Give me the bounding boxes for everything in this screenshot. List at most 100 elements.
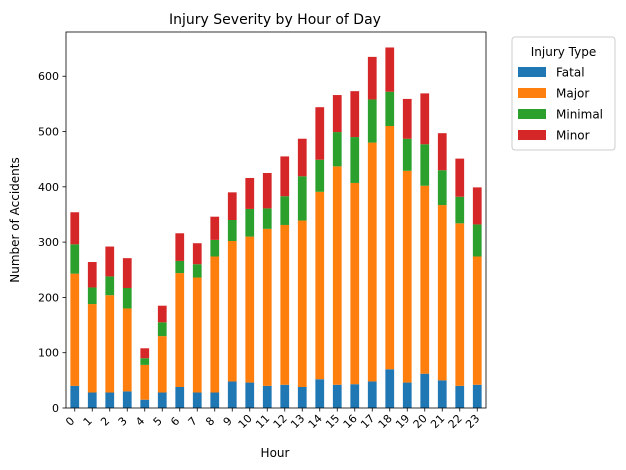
bar-segment-minor-hour-8	[210, 216, 220, 240]
bar-segment-fatal-hour-14	[315, 379, 325, 408]
legend-frame	[511, 36, 616, 151]
bar-segment-minor-hour-1	[87, 262, 97, 288]
bar-segment-minor-hour-13	[297, 138, 307, 177]
bar-segment-minimal-hour-0	[70, 244, 80, 274]
bar-segment-minor-hour-22	[455, 158, 465, 197]
legend: Injury Type Fatal Major Minimal Minor	[511, 36, 616, 151]
bar-segment-major-hour-16	[350, 182, 360, 385]
bar-segment-major-hour-10	[245, 236, 255, 383]
bar-segment-minimal-hour-16	[350, 137, 360, 183]
bar-segment-fatal-hour-18	[385, 369, 395, 408]
x-tick-label: 12	[271, 412, 290, 431]
x-tick-label: 19	[393, 412, 412, 431]
bar-segment-minor-hour-11	[262, 173, 272, 209]
bar-segment-fatal-hour-3	[122, 391, 132, 408]
bar-segment-fatal-hour-17	[367, 381, 377, 408]
bar-segment-major-hour-8	[210, 256, 220, 393]
bar-segment-minor-hour-15	[332, 95, 342, 133]
x-tick-label: 11	[253, 412, 272, 431]
y-tick-label: 100	[38, 347, 59, 360]
bar-segment-fatal-hour-6	[175, 386, 185, 408]
bar-segment-fatal-hour-1	[87, 392, 97, 408]
x-tick-label: 14	[306, 412, 325, 431]
bar-segment-major-hour-2	[105, 295, 115, 393]
bar-segment-major-hour-14	[315, 191, 325, 380]
bar-segment-minor-hour-20	[420, 93, 430, 145]
bar-segment-major-hour-19	[402, 170, 412, 383]
x-tick-label: 0	[63, 414, 77, 428]
bar-segment-major-hour-11	[262, 228, 272, 386]
bar-segment-minimal-hour-18	[385, 91, 395, 126]
bar-segment-fatal-hour-4	[140, 399, 150, 408]
bar-segment-minimal-hour-14	[315, 159, 325, 192]
bar-segment-minimal-hour-17	[367, 99, 377, 143]
bar-segment-minor-hour-16	[350, 91, 360, 138]
bar-segment-fatal-hour-19	[402, 382, 412, 408]
bar-segment-major-hour-0	[70, 273, 80, 386]
bar-segment-minor-hour-2	[105, 246, 115, 277]
bar-segment-minor-hour-10	[245, 177, 255, 209]
bar-segment-minimal-hour-21	[437, 170, 447, 206]
bar-segment-major-hour-9	[227, 241, 237, 382]
bar-segment-minor-hour-14	[315, 107, 325, 160]
bar-segment-minimal-hour-10	[245, 208, 255, 237]
x-tick-label: 20	[411, 412, 430, 431]
bar-segment-minimal-hour-11	[262, 208, 272, 229]
bar-segment-minimal-hour-22	[455, 196, 465, 224]
bar-segment-major-hour-6	[175, 273, 185, 387]
bar-segment-major-hour-17	[367, 142, 377, 382]
bar-segment-fatal-hour-9	[227, 381, 237, 408]
bar-segment-minimal-hour-15	[332, 132, 342, 167]
bar-segment-minimal-hour-20	[420, 144, 430, 186]
x-tick-label: 3	[116, 414, 130, 428]
x-tick-label: 16	[341, 412, 360, 431]
bar-segment-major-hour-3	[122, 308, 132, 392]
y-tick-label: 300	[38, 236, 59, 249]
bar-segment-fatal-hour-8	[210, 392, 220, 408]
x-tick-label: 1	[81, 414, 95, 428]
x-tick-label: 22	[446, 412, 465, 431]
bar-segment-fatal-hour-13	[297, 386, 307, 408]
bar-segment-fatal-hour-0	[70, 385, 80, 408]
bar-segment-major-hour-12	[280, 224, 290, 385]
bar-segment-minimal-hour-3	[122, 288, 132, 309]
bar-segment-minor-hour-5	[157, 305, 167, 323]
bar-segment-fatal-hour-16	[350, 384, 360, 408]
x-tick-label: 13	[288, 412, 307, 431]
x-tick-label: 5	[151, 414, 165, 428]
bar-segment-minimal-hour-13	[297, 176, 307, 221]
bar-segment-fatal-hour-2	[105, 392, 115, 408]
bar-segment-major-hour-21	[437, 205, 447, 381]
bar-segment-minimal-hour-1	[87, 287, 97, 305]
x-tick-label: 6	[168, 414, 182, 428]
bar-segment-minor-hour-0	[70, 212, 80, 245]
bar-segment-minor-hour-9	[227, 192, 237, 220]
y-tick-label: 500	[38, 126, 59, 139]
x-tick-label: 18	[376, 412, 395, 431]
bar-segment-fatal-hour-23	[472, 384, 482, 408]
bar-segment-minimal-hour-8	[210, 239, 220, 257]
bar-segment-minor-hour-6	[175, 233, 185, 261]
y-tick-label: 600	[38, 70, 59, 83]
bar-segment-minimal-hour-19	[402, 138, 412, 171]
bar-segment-fatal-hour-12	[280, 384, 290, 408]
bar-segment-major-hour-15	[332, 166, 342, 385]
bar-segment-minor-hour-4	[140, 348, 150, 359]
bar-segment-minimal-hour-5	[157, 322, 167, 337]
chart-title: Injury Severity by Hour of Day	[169, 12, 381, 28]
x-tick-label: 8	[203, 414, 217, 428]
bar-segment-fatal-hour-10	[245, 382, 255, 408]
x-tick-label: 23	[463, 412, 482, 431]
bar-segment-major-hour-13	[297, 220, 307, 387]
bar-segment-minor-hour-3	[122, 258, 132, 289]
x-tick-label: 21	[428, 412, 447, 431]
x-tick-label: 7	[186, 414, 200, 428]
bar-segment-minor-hour-18	[385, 47, 395, 92]
bar-segment-minor-hour-17	[367, 56, 377, 100]
bar-segment-fatal-hour-21	[437, 380, 447, 408]
x-tick-label: 10	[236, 412, 255, 431]
bar-segment-minor-hour-19	[402, 98, 412, 139]
bar-segment-major-hour-20	[420, 185, 430, 374]
y-tick-label: 0	[52, 402, 59, 415]
